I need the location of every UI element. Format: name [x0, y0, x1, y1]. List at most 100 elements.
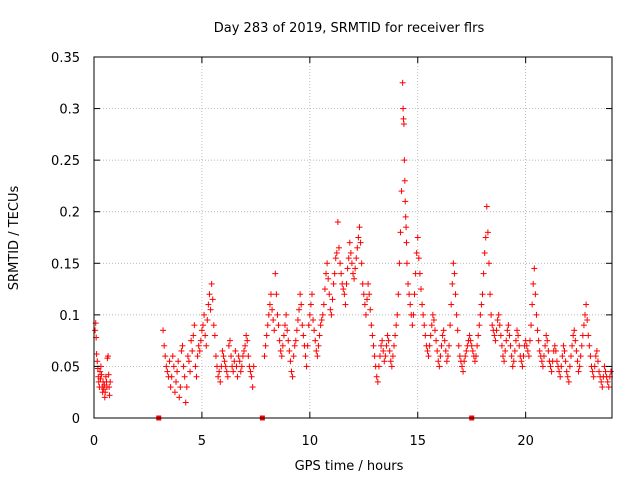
- data-point: [294, 317, 301, 324]
- data-point: [329, 296, 336, 303]
- data-point: [307, 301, 314, 308]
- data-point: [187, 368, 194, 375]
- data-point: [323, 270, 330, 277]
- data-point: [551, 342, 558, 349]
- data-point: [107, 378, 114, 385]
- data-point: [510, 358, 517, 365]
- data-point: [487, 291, 494, 298]
- data-point: [326, 291, 333, 298]
- data-point: [162, 353, 169, 360]
- data-point: [462, 353, 469, 360]
- data-point: [514, 327, 521, 334]
- data-point: [366, 291, 373, 298]
- x-tick-label: 5: [198, 434, 206, 449]
- data-point: [201, 311, 208, 318]
- data-point: [286, 347, 293, 354]
- data-point: [277, 347, 284, 354]
- data-point: [310, 317, 317, 324]
- data-point: [316, 332, 323, 339]
- data-point: [400, 121, 407, 128]
- data-point: [548, 368, 555, 375]
- y-axis-title: SRMTID / TECUs: [7, 186, 22, 291]
- data-point: [173, 378, 180, 385]
- data-point: [560, 342, 567, 349]
- data-point: [325, 275, 332, 282]
- data-point: [184, 353, 191, 360]
- data-point: [273, 291, 280, 298]
- data-point: [334, 219, 341, 226]
- data-point: [437, 353, 444, 360]
- y-tick-label: 0.35: [51, 51, 80, 66]
- data-point: [361, 301, 368, 308]
- data-point: [565, 378, 572, 385]
- data-point: [576, 363, 583, 370]
- data-point: [197, 337, 204, 344]
- data-point: [481, 249, 488, 256]
- data-point: [282, 322, 289, 329]
- data-point: [478, 301, 485, 308]
- data-point: [351, 275, 358, 282]
- data-point: [482, 234, 489, 241]
- data-point: [433, 337, 440, 344]
- data-point: [249, 384, 256, 391]
- data-point: [230, 368, 237, 375]
- data-point: [345, 255, 352, 262]
- data-point: [416, 270, 423, 277]
- data-point: [332, 255, 339, 262]
- data-point: [577, 353, 584, 360]
- data-point: [226, 337, 233, 344]
- data-point: [578, 342, 585, 349]
- data-point: [573, 347, 580, 354]
- data-point: [299, 322, 306, 329]
- data-point: [566, 363, 573, 370]
- data-point: [564, 373, 571, 380]
- data-point: [303, 363, 310, 370]
- data-point: [241, 347, 248, 354]
- data-point: [480, 270, 487, 277]
- y-tick-label: 0: [72, 412, 80, 427]
- data-point: [181, 373, 188, 380]
- data-point: [449, 280, 456, 287]
- data-point: [371, 353, 378, 360]
- data-point: [419, 301, 426, 308]
- data-point: [355, 234, 362, 241]
- data-point: [342, 301, 349, 308]
- data-point: [290, 353, 297, 360]
- data-point: [196, 347, 203, 354]
- data-point: [585, 332, 592, 339]
- data-point: [105, 371, 112, 378]
- data-point: [267, 291, 274, 298]
- data-point: [242, 342, 249, 349]
- data-point: [504, 327, 511, 334]
- data-point: [167, 384, 174, 391]
- data-point: [182, 399, 189, 406]
- x-tick-label: 10: [302, 434, 319, 449]
- data-point: [306, 311, 313, 318]
- data-point: [364, 296, 371, 303]
- data-point: [535, 337, 542, 344]
- data-point: [489, 322, 496, 329]
- data-point: [344, 265, 351, 272]
- data-point: [365, 280, 372, 287]
- data-point: [296, 306, 303, 313]
- data-point: [558, 363, 565, 370]
- data-point: [524, 347, 531, 354]
- data-point: [515, 332, 522, 339]
- data-point: [495, 311, 502, 318]
- data-point: [343, 280, 350, 287]
- data-point: [403, 224, 410, 231]
- data-point: [511, 347, 518, 354]
- x-tick-label: 15: [409, 434, 426, 449]
- data-point: [574, 358, 581, 365]
- data-point: [512, 337, 519, 344]
- data-point: [340, 286, 347, 293]
- data-point: [98, 371, 105, 378]
- data-point: [100, 386, 107, 393]
- data-point: [190, 332, 197, 339]
- data-point: [543, 332, 550, 339]
- data-point: [362, 311, 369, 318]
- data-point: [302, 353, 309, 360]
- x-tick-label: 20: [517, 434, 534, 449]
- data-point: [328, 311, 335, 318]
- data-point: [484, 229, 491, 236]
